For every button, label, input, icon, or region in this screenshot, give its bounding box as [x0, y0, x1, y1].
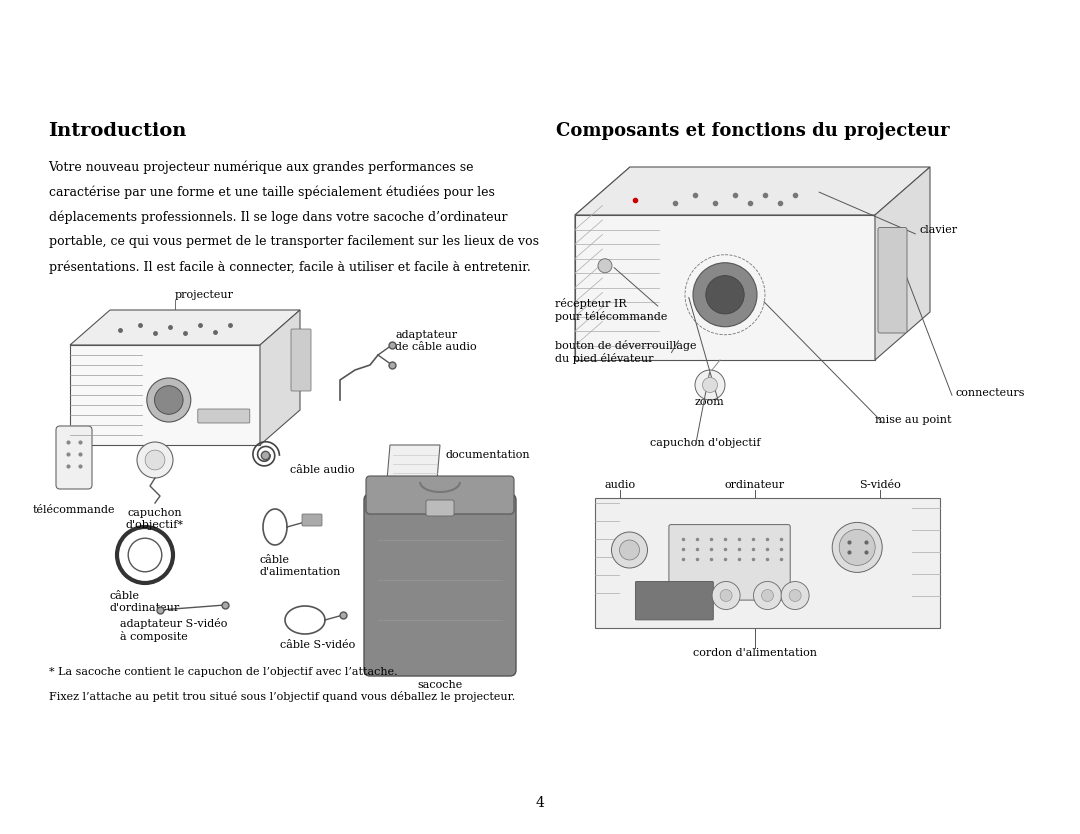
Circle shape — [137, 442, 173, 478]
Circle shape — [702, 378, 717, 393]
Circle shape — [145, 450, 165, 470]
Circle shape — [706, 275, 744, 314]
Text: mise au point: mise au point — [875, 415, 951, 425]
FancyBboxPatch shape — [302, 514, 322, 526]
Text: bouton de déverrouillage
du pied élévateur: bouton de déverrouillage du pied élévate… — [555, 340, 697, 364]
FancyBboxPatch shape — [878, 228, 907, 333]
Text: caractérise par une forme et une taille spécialement étudiées pour les: caractérise par une forme et une taille … — [49, 185, 495, 198]
Circle shape — [754, 581, 782, 610]
Text: capuchon
d'objectif*: capuchon d'objectif* — [126, 508, 184, 530]
Text: portable, ce qui vous permet de le transporter facilement sur les lieux de vos: portable, ce qui vous permet de le trans… — [49, 235, 539, 249]
Polygon shape — [575, 215, 875, 360]
Text: ordinateur: ordinateur — [725, 480, 785, 490]
Polygon shape — [575, 167, 630, 360]
Text: adaptateur S-vidéo
à composite: adaptateur S-vidéo à composite — [120, 618, 228, 642]
Text: Votre nouveau projecteur numérique aux grandes performances se: Votre nouveau projecteur numérique aux g… — [49, 160, 474, 173]
FancyBboxPatch shape — [669, 525, 791, 600]
Text: connecteurs: connecteurs — [955, 388, 1025, 398]
Circle shape — [839, 530, 875, 565]
Text: adaptateur
de câble audio: adaptateur de câble audio — [395, 330, 476, 352]
Circle shape — [696, 370, 725, 400]
FancyBboxPatch shape — [291, 329, 311, 391]
Text: capuchon d'objectif: capuchon d'objectif — [650, 438, 760, 448]
Text: câble audio: câble audio — [291, 465, 354, 475]
Polygon shape — [384, 445, 440, 503]
Text: câble S-vidéo: câble S-vidéo — [280, 640, 355, 650]
Circle shape — [620, 540, 639, 560]
Text: câble
d'ordinateur: câble d'ordinateur — [110, 591, 180, 613]
Text: Fixez l’attache au petit trou situé sous l’objectif quand vous déballez le proje: Fixez l’attache au petit trou situé sous… — [49, 691, 515, 701]
FancyBboxPatch shape — [364, 494, 516, 676]
Text: télécommande: télécommande — [32, 505, 116, 515]
Text: documentation: documentation — [445, 450, 529, 460]
Polygon shape — [575, 167, 930, 215]
Text: câble
d'alimentation: câble d'alimentation — [260, 555, 341, 576]
FancyBboxPatch shape — [426, 500, 454, 516]
Circle shape — [789, 590, 801, 601]
FancyBboxPatch shape — [595, 498, 940, 628]
Text: Composants et fonctions du projecteur: Composants et fonctions du projecteur — [556, 122, 949, 140]
Text: Introduction: Introduction — [49, 122, 187, 140]
Circle shape — [781, 581, 809, 610]
Circle shape — [693, 263, 757, 327]
Text: présentations. Il est facile à connecter, facile à utiliser et facile à entreten: présentations. Il est facile à connecter… — [49, 260, 530, 274]
Text: zoom: zoom — [696, 397, 725, 407]
Text: projecteur: projecteur — [175, 290, 233, 300]
Polygon shape — [70, 310, 300, 345]
Text: déplacements professionnels. Il se loge dans votre sacoche d’ordinateur: déplacements professionnels. Il se loge … — [49, 210, 508, 224]
Text: * La sacoche contient le capuchon de l’objectif avec l’attache.: * La sacoche contient le capuchon de l’o… — [49, 667, 397, 677]
Circle shape — [611, 532, 648, 568]
Polygon shape — [70, 345, 260, 445]
Circle shape — [720, 590, 732, 601]
FancyBboxPatch shape — [366, 476, 514, 514]
Circle shape — [147, 378, 191, 422]
Polygon shape — [260, 310, 300, 445]
Circle shape — [761, 590, 773, 601]
Circle shape — [154, 385, 184, 414]
Text: cordon d'alimentation: cordon d'alimentation — [693, 648, 816, 658]
Polygon shape — [875, 167, 930, 360]
Circle shape — [598, 259, 612, 273]
Text: récepteur IR
pour télécommande: récepteur IR pour télécommande — [555, 298, 667, 322]
FancyBboxPatch shape — [56, 426, 92, 489]
Text: 4: 4 — [536, 796, 544, 811]
Text: audio: audio — [605, 480, 635, 490]
Text: S-vidéo: S-vidéo — [859, 480, 901, 490]
FancyBboxPatch shape — [198, 409, 249, 423]
FancyBboxPatch shape — [635, 581, 713, 620]
Text: sacoche: sacoche — [417, 680, 462, 690]
Text: clavier: clavier — [920, 225, 958, 235]
Circle shape — [833, 522, 882, 572]
Circle shape — [712, 581, 740, 610]
